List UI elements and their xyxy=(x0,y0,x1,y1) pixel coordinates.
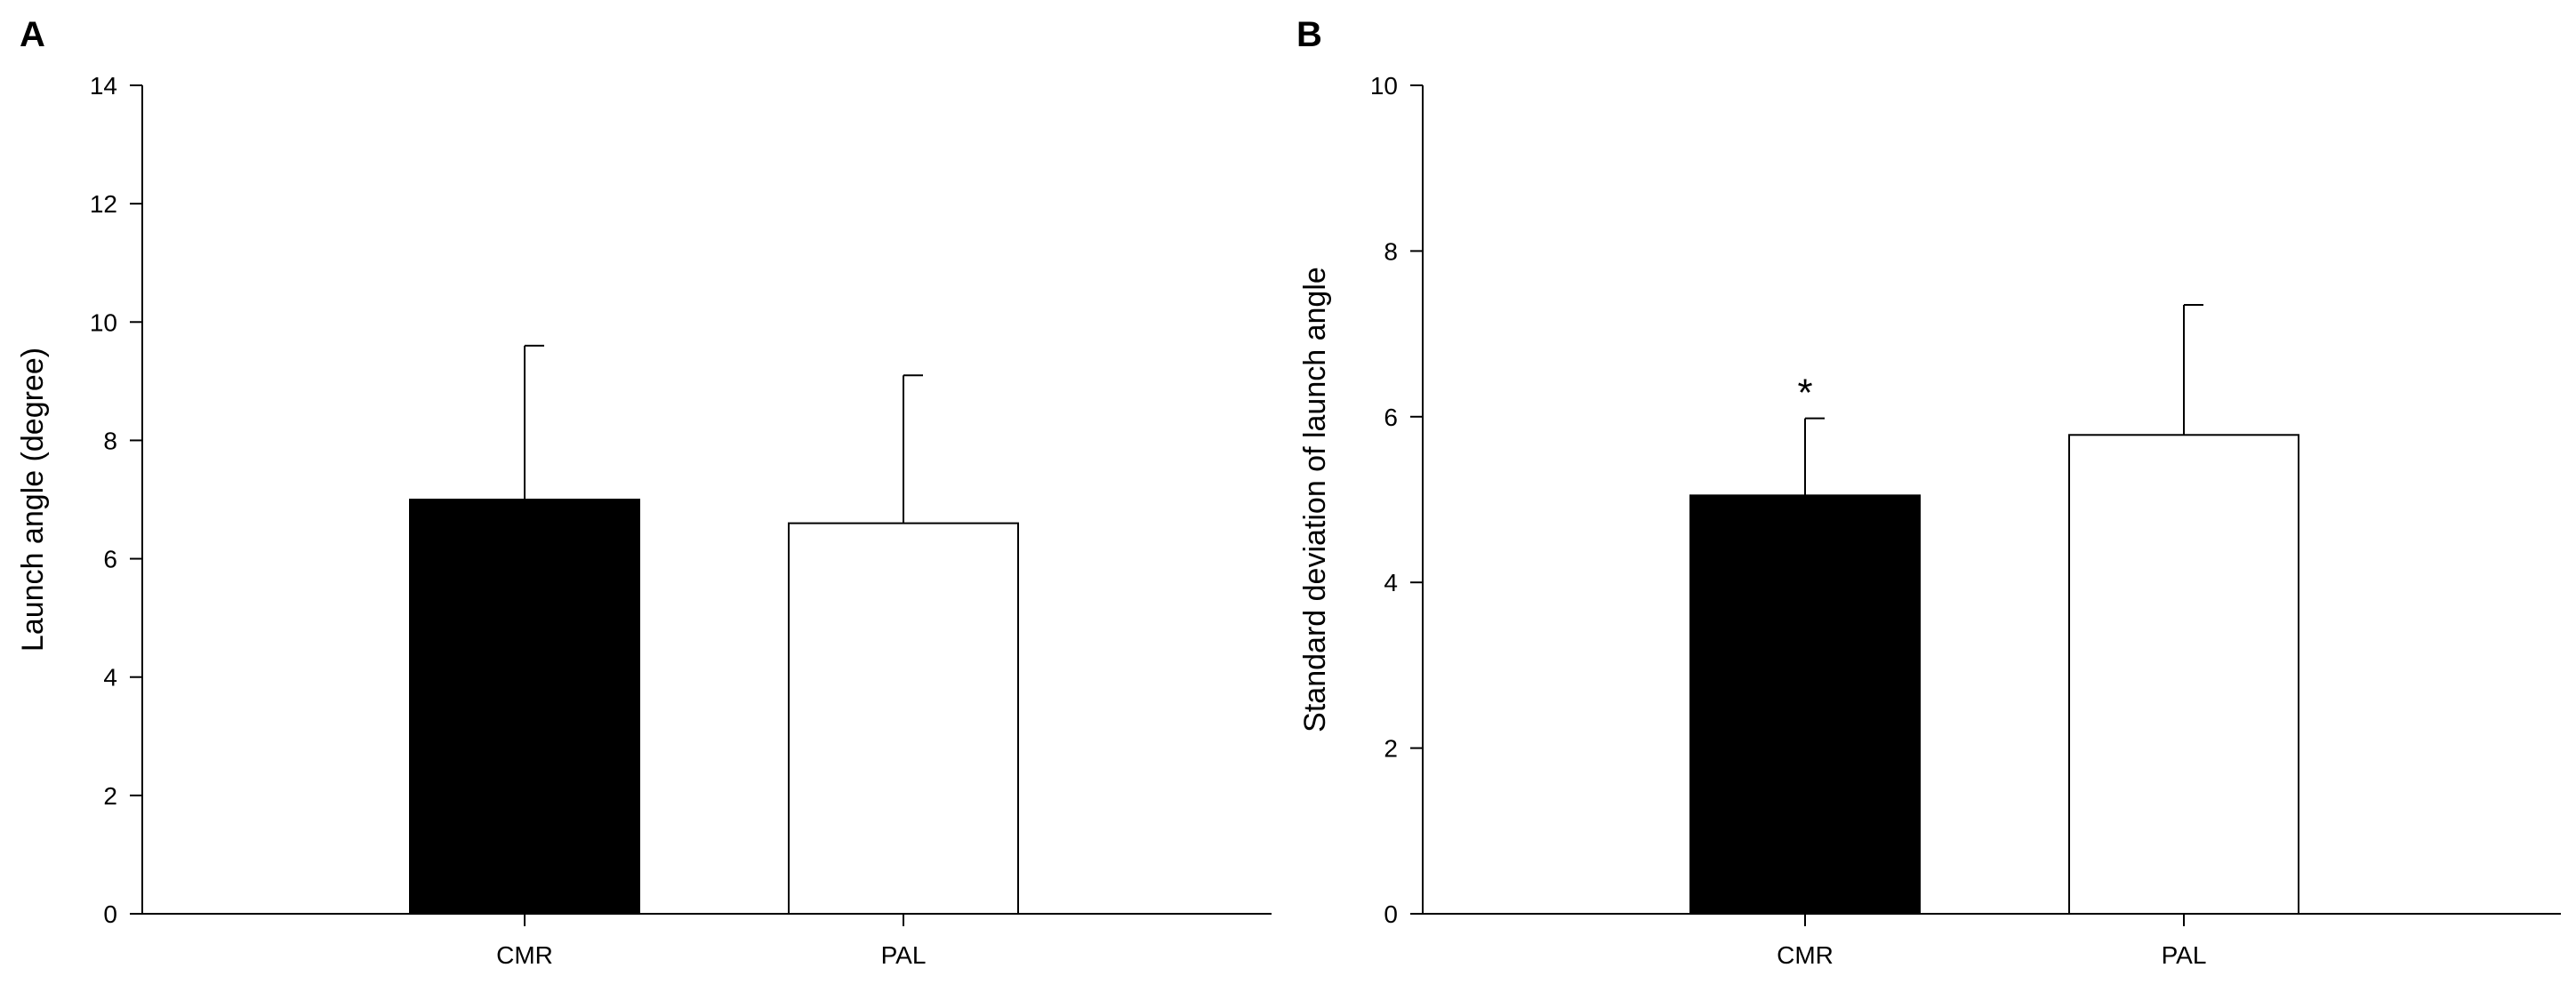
y-tick-label: 6 xyxy=(103,546,117,573)
y-tick-label: 8 xyxy=(103,427,117,454)
panel-label: A xyxy=(20,15,45,54)
y-axis-title: Standard deviation of launch angle xyxy=(1298,267,1332,732)
y-tick-label: 2 xyxy=(1384,735,1398,763)
y-tick-label: 10 xyxy=(90,308,117,336)
significance-marker: * xyxy=(1797,372,1812,415)
y-tick-label: 2 xyxy=(103,782,117,810)
y-tick-label: 14 xyxy=(90,72,117,100)
y-tick-label: 0 xyxy=(103,900,117,928)
x-tick-label-cmr: CMR xyxy=(1777,941,1834,969)
y-tick-label: 8 xyxy=(1384,237,1398,265)
bar-pal xyxy=(788,522,1019,916)
y-tick-label: 0 xyxy=(1384,900,1398,928)
y-tick-label: 12 xyxy=(90,190,117,218)
bar-cmr xyxy=(409,499,640,915)
panel-b: B 0 2 4 6 8 10 Standard deviation of launch ang… xyxy=(1296,15,2561,969)
bar-cmr xyxy=(1689,494,1921,916)
y-tick-label: 6 xyxy=(1384,404,1398,431)
x-tick-label-cmr: CMR xyxy=(496,941,553,969)
y-tick-label: 4 xyxy=(1384,569,1398,596)
x-tick-label-pal: PAL xyxy=(881,941,927,969)
panel-label: B xyxy=(1296,15,1322,54)
panel-a: A 0 2 4 6 8 10 12 14 Launch angle (degree) CMR PAL xyxy=(16,15,1272,969)
x-tick-label-pal: PAL xyxy=(2162,941,2207,969)
y-tick-label: 4 xyxy=(103,664,117,692)
y-axis-title: Launch angle (degree) xyxy=(16,348,50,652)
bar-pal xyxy=(2068,434,2299,915)
y-tick-label: 10 xyxy=(1370,72,1398,100)
